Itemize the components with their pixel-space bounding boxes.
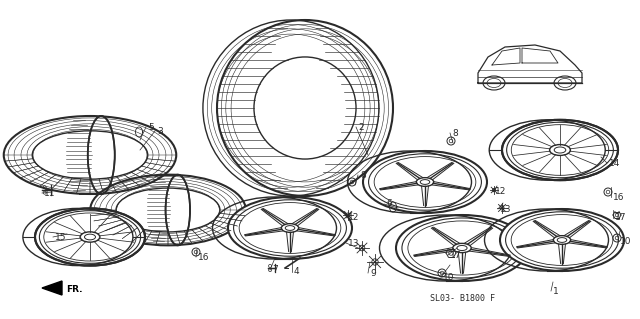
Text: 17: 17 bbox=[450, 250, 461, 259]
Text: 16: 16 bbox=[613, 192, 625, 202]
Text: SL03- B1800 F: SL03- B1800 F bbox=[430, 294, 495, 303]
Text: 2: 2 bbox=[358, 122, 364, 131]
Ellipse shape bbox=[282, 224, 299, 232]
Ellipse shape bbox=[417, 178, 434, 186]
Text: 10: 10 bbox=[443, 272, 454, 281]
Text: 17: 17 bbox=[615, 213, 627, 222]
Ellipse shape bbox=[396, 215, 528, 281]
Text: 12: 12 bbox=[495, 188, 506, 197]
Text: 5: 5 bbox=[148, 122, 154, 131]
Polygon shape bbox=[42, 281, 62, 295]
Ellipse shape bbox=[228, 197, 352, 259]
Ellipse shape bbox=[363, 151, 487, 213]
Text: 3: 3 bbox=[157, 127, 163, 136]
Ellipse shape bbox=[500, 209, 624, 271]
Ellipse shape bbox=[35, 208, 145, 266]
Text: 12: 12 bbox=[348, 213, 360, 222]
Text: 8: 8 bbox=[360, 170, 365, 180]
Text: 7: 7 bbox=[272, 265, 278, 275]
Ellipse shape bbox=[554, 236, 571, 244]
Text: FR.: FR. bbox=[66, 285, 83, 293]
Text: 13: 13 bbox=[348, 239, 360, 248]
Ellipse shape bbox=[502, 120, 618, 180]
Text: 11: 11 bbox=[44, 189, 56, 197]
Text: 4: 4 bbox=[294, 268, 300, 277]
Ellipse shape bbox=[80, 232, 100, 242]
Text: 16: 16 bbox=[198, 253, 209, 262]
Text: 14: 14 bbox=[609, 159, 620, 167]
Ellipse shape bbox=[452, 243, 471, 253]
Text: 1: 1 bbox=[553, 286, 559, 295]
Text: 9: 9 bbox=[370, 269, 376, 278]
Text: 15: 15 bbox=[55, 233, 67, 241]
Ellipse shape bbox=[550, 145, 570, 155]
Ellipse shape bbox=[166, 174, 190, 245]
Text: 8: 8 bbox=[452, 129, 458, 137]
Text: 6: 6 bbox=[386, 199, 392, 209]
Text: 10: 10 bbox=[620, 236, 632, 246]
Text: 13: 13 bbox=[500, 204, 511, 213]
Ellipse shape bbox=[88, 116, 115, 194]
